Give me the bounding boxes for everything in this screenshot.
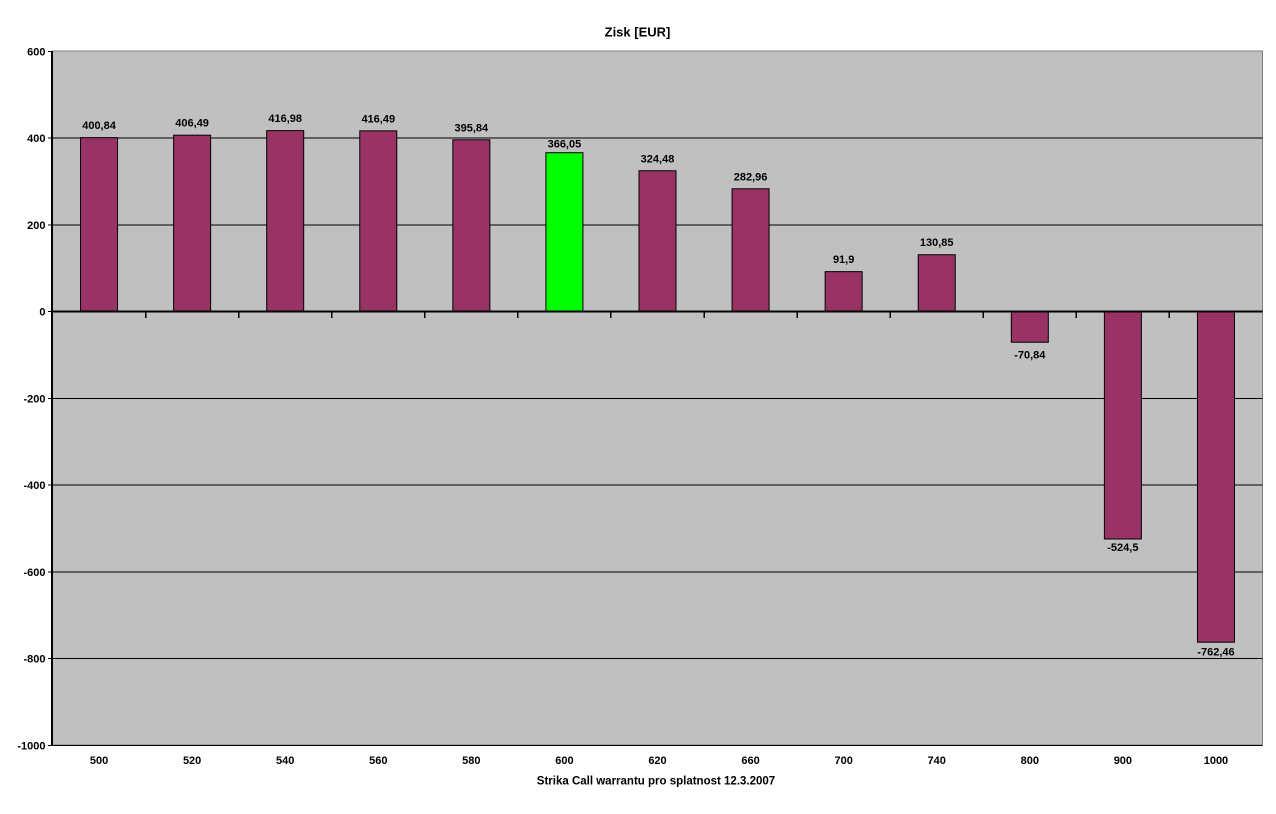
svg-text:600: 600 [555,755,573,767]
svg-text:700: 700 [834,755,852,767]
svg-text:-200: -200 [23,393,45,405]
svg-text:620: 620 [648,755,666,767]
svg-text:406,49: 406,49 [175,118,209,130]
svg-text:900: 900 [1114,755,1132,767]
svg-text:580: 580 [462,755,480,767]
svg-text:540: 540 [276,755,294,767]
svg-text:-400: -400 [23,480,45,492]
svg-text:500: 500 [90,755,108,767]
svg-text:-70,84: -70,84 [1014,350,1046,362]
svg-text:416,98: 416,98 [268,113,302,125]
svg-text:416,49: 416,49 [361,113,395,125]
svg-text:400: 400 [27,133,45,145]
svg-text:660: 660 [741,755,759,767]
svg-text:395,84: 395,84 [455,122,490,134]
svg-text:400,84: 400,84 [82,120,117,132]
svg-text:-1000: -1000 [17,740,45,752]
svg-text:282,96: 282,96 [734,171,768,183]
svg-text:-600: -600 [23,567,45,579]
svg-text:200: 200 [27,220,45,232]
svg-text:324,48: 324,48 [641,153,675,165]
svg-text:130,85: 130,85 [920,237,954,249]
svg-text:-800: -800 [23,654,45,666]
svg-text:560: 560 [369,755,387,767]
svg-text:520: 520 [183,755,201,767]
svg-text:366,05: 366,05 [548,139,582,151]
svg-text:-762,46: -762,46 [1197,647,1234,659]
svg-text:1000: 1000 [1204,755,1228,767]
svg-text:-524,5: -524,5 [1107,542,1138,554]
svg-text:91,9: 91,9 [833,254,854,266]
svg-text:600: 600 [27,46,45,58]
svg-text:800: 800 [1021,755,1039,767]
svg-text:Zisk [EUR]: Zisk [EUR] [605,25,671,40]
svg-text:740: 740 [928,755,946,767]
svg-text:Strika Call warrantu pro splat: Strika Call warrantu pro splatnost 12.3.… [537,776,775,788]
svg-text:0: 0 [39,307,45,319]
